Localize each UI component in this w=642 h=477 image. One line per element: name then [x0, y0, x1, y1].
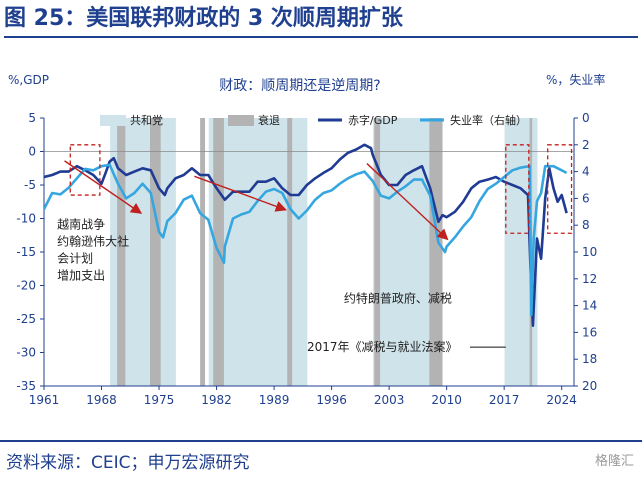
left-tick-label: 0: [28, 145, 36, 159]
watermark: 格隆汇: [594, 454, 634, 469]
republican-term-band: [373, 118, 439, 386]
recession-band: [429, 118, 443, 386]
footer: 资料来源：CEIC；申万宏源研究 格隆汇: [0, 440, 642, 477]
source-note: 资料来源：CEIC；申万宏源研究: [6, 453, 250, 473]
left-tick-label: -10: [16, 212, 36, 226]
shaded-periods: [110, 118, 538, 386]
left-tick-label: -20: [16, 279, 36, 293]
figure-title: 图 25：美国联邦财政的 3 次顺周期扩张: [4, 2, 638, 38]
recession-band: [200, 118, 206, 386]
annotation-text: 增加支出: [57, 269, 105, 283]
annotation-text: 约翰逊伟大社: [57, 234, 129, 249]
x-tick-label: 2003: [374, 393, 405, 407]
right-tick-label: 16: [582, 325, 597, 339]
highlight-box: [547, 144, 573, 234]
series-lines: [44, 143, 568, 327]
unemployment-series: [44, 163, 568, 317]
legend-label-recession: 衰退: [258, 113, 280, 127]
right-tick-label: 2: [582, 138, 590, 152]
right-tick-label: 12: [582, 272, 597, 286]
right-tick-label: 6: [582, 191, 590, 205]
left-tick-label: -5: [24, 178, 36, 192]
recession-band: [117, 118, 126, 386]
trend-arrow: [366, 163, 449, 241]
recession-band: [374, 118, 381, 386]
highlight-box: [505, 144, 530, 234]
legend-label-republican: 共和党: [130, 114, 163, 127]
right-tick-label: 4: [582, 165, 590, 179]
left-axis-label: %,GDP: [8, 73, 49, 87]
x-tick-label: 1996: [316, 393, 347, 407]
legend: 共和党 衰退 赤字/GDP 失业率（右轴）: [100, 113, 527, 127]
annotation-text: 越南战争: [57, 217, 105, 232]
x-tick-label: 1968: [86, 393, 117, 407]
x-tick-label: 1975: [144, 393, 175, 407]
highlight-box: [69, 144, 101, 196]
right-tick-label: 0: [582, 111, 590, 125]
x-tick-label: 2017: [489, 393, 520, 407]
left-tick-label: -25: [16, 312, 36, 326]
x-tick-label: 1989: [259, 393, 290, 407]
trend-arrow: [64, 160, 143, 214]
legend-swatch-republican: [100, 115, 126, 126]
right-tick-label: 14: [582, 299, 597, 313]
chart-title: 财政：顺周期还是逆周期?: [219, 78, 380, 94]
recession-band: [287, 118, 293, 386]
annotation-text: 2017年《减税与就业法案》: [307, 339, 458, 354]
axes: 50-5-10-15-20-25-30-35024681012141618201…: [16, 111, 597, 407]
x-tick-label: 1982: [201, 393, 232, 407]
annotation-text: 会计划: [57, 252, 93, 266]
x-tick-label: 2024: [546, 393, 577, 407]
legend-label-deficit: 赤字/GDP: [348, 113, 398, 127]
left-tick-label: 5: [28, 111, 36, 125]
x-tick-label: 1961: [29, 393, 60, 407]
deficit-unemployment-chart: 财政：顺周期还是逆周期? %,GDP %，失业率 5 0 -5 -10 -15 -20 -2…: [8, 72, 605, 407]
legend-label-unemployment: 失业率（右轴）: [450, 113, 527, 127]
trend-arrow: [194, 175, 287, 212]
left-tick-label: -30: [16, 346, 36, 360]
deficit-gdp-series: [44, 143, 568, 327]
right-tick-label: 8: [582, 218, 590, 232]
recession-band: [150, 118, 161, 386]
right-tick-label: 20: [582, 379, 597, 393]
legend-swatch-recession: [228, 115, 254, 126]
right-tick-label: 18: [582, 352, 597, 366]
right-axis-label: %，失业率: [546, 72, 605, 87]
x-tick-label: 2010: [431, 393, 462, 407]
left-tick-label: -35: [16, 379, 36, 393]
annotation-text: 约特朗普政府、减税: [344, 290, 452, 305]
right-tick-label: 10: [582, 245, 597, 259]
left-tick-label: -15: [16, 245, 36, 259]
